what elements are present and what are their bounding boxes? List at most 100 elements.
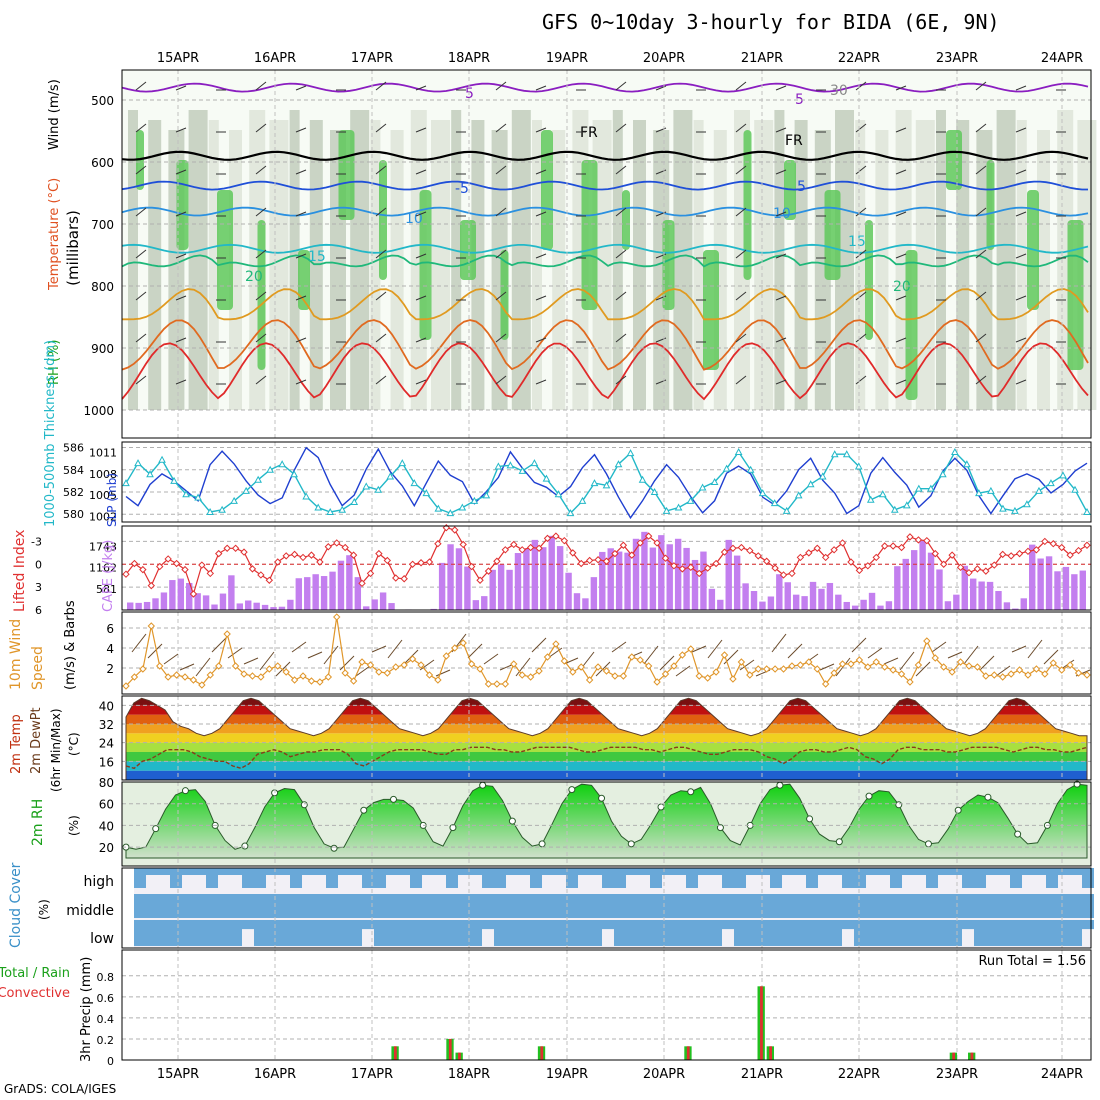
cloud-cell — [734, 920, 746, 946]
cloud-cell — [386, 894, 398, 918]
cape-bar — [363, 606, 370, 610]
cape-bar — [497, 564, 505, 610]
cross-section-frame — [121, 69, 1092, 439]
rh-tick-label: 60 — [99, 798, 114, 812]
cloud-cell — [254, 920, 266, 946]
cloud-cell — [1082, 894, 1094, 918]
cloud-cell — [890, 868, 902, 888]
thickness-point — [939, 470, 947, 478]
surface-wind-barb — [467, 643, 483, 659]
lifted-index-point — [948, 551, 956, 559]
convective-bar — [760, 986, 763, 1060]
rh-high-shading — [419, 190, 432, 340]
wind-barb — [735, 123, 747, 133]
wind-barb — [775, 295, 787, 301]
thickness-point — [1047, 479, 1055, 487]
cape-bar — [202, 595, 210, 610]
wind-barb — [1015, 253, 1027, 259]
wind-barb — [615, 123, 627, 133]
lifted-index-point — [830, 546, 838, 554]
cloud-cell — [566, 868, 578, 888]
wind-barb — [375, 291, 387, 301]
rh-high-shading — [865, 220, 873, 340]
cloud-cell — [662, 868, 674, 875]
rh2m-axis-label: 2m RH — [30, 799, 46, 846]
thickness-point — [134, 459, 142, 467]
cape-bar — [514, 553, 522, 610]
lifted-index-axis-label: Lifted Index — [12, 530, 28, 612]
cloud-cell — [302, 894, 314, 918]
wind-barb — [135, 375, 147, 385]
cape-bar — [792, 594, 800, 610]
cloud-cell — [926, 894, 938, 918]
precip-tick-label: 0 — [107, 1055, 114, 1068]
thickness-point — [794, 491, 803, 499]
lifted-index-point — [1074, 546, 1083, 555]
wind-barb — [295, 127, 307, 133]
rh-point — [360, 806, 368, 814]
rh-point — [954, 806, 962, 814]
cloud-cell — [674, 920, 686, 946]
wind-speed-point — [1058, 666, 1066, 674]
cape-bar — [287, 599, 294, 610]
cloud-cell — [758, 894, 770, 918]
wind-barb — [255, 333, 267, 343]
cloud-cell — [1082, 920, 1094, 930]
rh-shading — [552, 130, 566, 410]
rh-high-shading — [581, 160, 598, 310]
lifted-index-point — [897, 543, 906, 552]
cape-bar — [1071, 574, 1078, 610]
isotherm-line — [121, 206, 1089, 217]
wind-speed-point — [695, 672, 703, 680]
cloud-cell — [554, 894, 566, 918]
cloud-cell — [710, 868, 722, 875]
rh-point — [538, 840, 546, 848]
cloud-cell — [506, 894, 518, 918]
thickness-point — [374, 485, 383, 493]
thickness-point — [290, 470, 299, 478]
isotherm-label: 10 — [405, 211, 423, 227]
thickness-point — [963, 460, 971, 468]
cloud-cell — [722, 920, 734, 930]
wind-barb — [415, 127, 427, 133]
rh-point — [508, 817, 516, 825]
wind-barb — [255, 165, 267, 175]
cloud-cell — [326, 920, 338, 946]
surface-wind-barb — [915, 661, 931, 677]
lifted-index-point — [821, 553, 830, 562]
isotherm-label: FR — [785, 133, 803, 149]
date-tick-label-top: 21APR — [741, 51, 783, 66]
rh-shading — [511, 110, 531, 410]
wind-speed-point — [965, 662, 973, 670]
cloud-cell — [158, 920, 170, 946]
wind-speed-point — [392, 663, 400, 671]
lifted-index-point — [1083, 541, 1091, 549]
wind-barb — [175, 295, 187, 301]
cloud-cell — [926, 868, 938, 888]
wind-barb — [735, 81, 747, 91]
wind-speed-point — [720, 651, 729, 659]
cloud-cell — [350, 920, 362, 946]
cloud-cell — [962, 920, 974, 930]
wind-speed-point — [880, 663, 889, 671]
cloud-cell — [854, 920, 866, 946]
convective-bar — [970, 1052, 974, 1060]
pressure-tick-label: 900 — [91, 342, 114, 356]
cape-bar — [902, 558, 909, 610]
lifted-index-point — [206, 569, 215, 578]
lifted-index-point — [973, 565, 982, 573]
lifted-index-point — [484, 567, 493, 575]
wind-barb — [895, 295, 907, 301]
cloud-cell — [842, 894, 854, 918]
wind-barb — [135, 165, 147, 175]
cloud-cell — [338, 868, 350, 875]
surface-wind-barb — [387, 639, 403, 659]
cloud-cell — [566, 920, 578, 946]
cape-bar — [506, 569, 513, 610]
surface-wind-barb — [771, 633, 787, 653]
rh-high-shading — [622, 190, 630, 250]
cape-bar — [877, 605, 884, 610]
rh-shading — [1037, 130, 1050, 410]
cape-bar — [658, 535, 665, 610]
thickness-point — [278, 460, 287, 468]
